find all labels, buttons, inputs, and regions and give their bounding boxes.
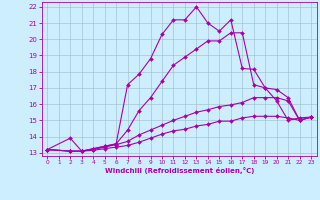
X-axis label: Windchill (Refroidissement éolien,°C): Windchill (Refroidissement éolien,°C) xyxy=(105,167,254,174)
